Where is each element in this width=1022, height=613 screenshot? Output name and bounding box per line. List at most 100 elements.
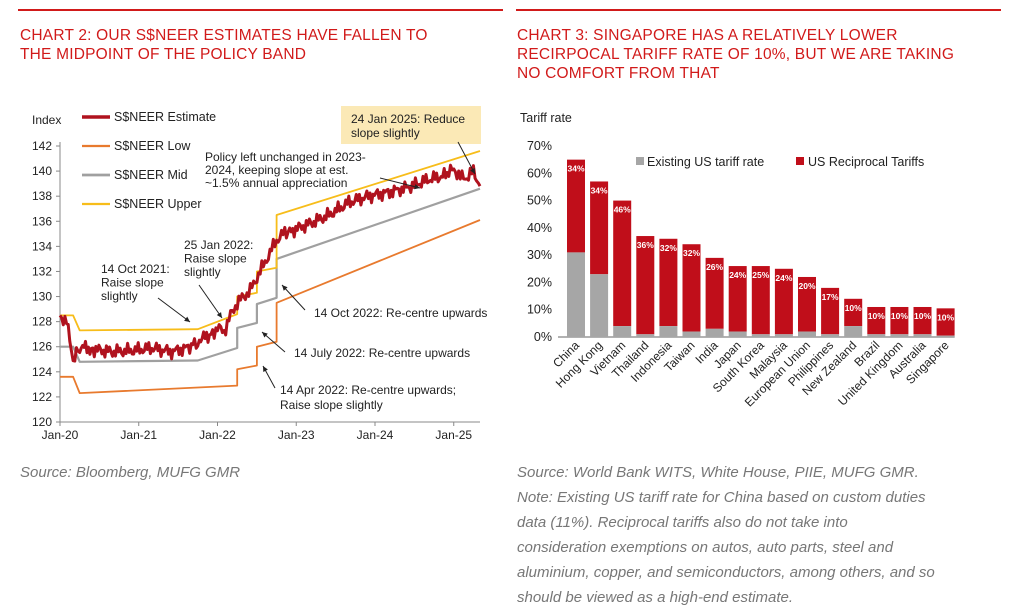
bar-existing — [821, 334, 840, 337]
x-tick-label: Jan-24 — [357, 428, 394, 442]
legend-label: S$NEER Upper — [114, 197, 202, 211]
bar-reciprocal — [682, 244, 701, 332]
bar-data-label: 46% — [614, 205, 631, 215]
bar-existing — [613, 326, 632, 337]
y-tick-label: 140 — [32, 164, 52, 178]
right-source-note: Source: World Bank WITS, White House, PI… — [517, 464, 935, 606]
series-line-s-neer-low — [60, 219, 481, 395]
bar-existing — [867, 334, 886, 337]
annotation-arrow — [198, 284, 223, 319]
right-chart-title: CHART 3: SINGAPORE HAS A RELATIVELY LOWE… — [517, 27, 955, 82]
y-tick-label: 60% — [527, 166, 552, 180]
left-chart-title: CHART 2: OUR S$NEER ESTIMATES HAVE FALLE… — [20, 27, 428, 63]
bar-reciprocal — [751, 266, 770, 335]
annotation-text: Raise slope — [184, 252, 247, 266]
series-line-s-neer-upper — [60, 150, 481, 332]
bar-existing — [705, 328, 724, 337]
bar-data-label: 34% — [591, 185, 608, 195]
bar-existing — [682, 331, 701, 337]
y-tick-label: 134 — [32, 239, 52, 253]
y-tick-label: 70% — [527, 139, 552, 153]
right-title-rule — [516, 9, 1001, 11]
x-tick-label: Jan-22 — [199, 428, 236, 442]
x-tick-label: Jan-20 — [42, 428, 79, 442]
bar-reciprocal — [590, 181, 609, 275]
bar-data-label: 25% — [752, 270, 769, 280]
annotation-text: Raise slope slightly — [280, 398, 383, 412]
bar-reciprocal — [636, 236, 655, 335]
bar-reciprocal — [821, 287, 840, 335]
annotation-callout-box — [341, 106, 481, 144]
legend-label: S$NEER Low — [114, 139, 191, 153]
annotation-arrow — [281, 284, 306, 311]
bar-existing — [728, 331, 747, 337]
bar-reciprocal — [659, 238, 678, 327]
bar-existing — [798, 331, 816, 337]
annotation-arrowhead — [470, 168, 475, 174]
y-tick-label: 132 — [32, 264, 52, 278]
bar-data-label: 17% — [822, 292, 839, 302]
annotation-text: 25 Jan 2022: — [184, 238, 253, 252]
bar-reciprocal — [774, 268, 793, 335]
bar-reciprocal — [798, 276, 816, 332]
bar-existing — [659, 326, 678, 337]
annotation-text: 14 Oct 2021: — [101, 262, 170, 276]
bar-data-label: 10% — [845, 303, 862, 313]
bar-data-label: 34% — [567, 164, 584, 174]
annotation-arrow — [457, 141, 476, 175]
annotation-text: Policy left unchanged in 2023- — [205, 150, 366, 164]
y-tick-label: 130 — [32, 290, 52, 304]
annotation-text: ~1.5% annual appreciation — [205, 176, 347, 190]
y-tick-label: 40% — [527, 221, 552, 235]
annotation-arrowhead — [184, 316, 190, 322]
series-line-s-neer-estimate — [58, 163, 482, 363]
bar-data-label: 32% — [683, 248, 700, 258]
bar-reciprocal — [613, 200, 632, 327]
legend-label: US Reciprocal Tariffs — [808, 155, 924, 169]
annotation-text: 2024, keeping slope at est. — [205, 163, 348, 177]
annotation-text: 14 Oct 2022: Re-centre upwards — [314, 306, 487, 320]
bar-data-label: 20% — [798, 281, 815, 291]
bar-data-label: 24% — [729, 270, 746, 280]
bar-existing — [590, 274, 609, 337]
y-tick-label: 126 — [32, 340, 52, 354]
bar-existing — [936, 335, 955, 337]
bar-reciprocal — [936, 308, 955, 336]
y-tick-label: 20% — [527, 275, 552, 289]
bar-data-label: 10% — [868, 311, 885, 321]
x-tick-label: Jan-21 — [120, 428, 157, 442]
legend-swatch — [796, 157, 804, 165]
bar-reciprocal — [844, 298, 863, 327]
annotation-arrow — [379, 177, 421, 189]
bar-data-label: 10% — [891, 311, 908, 321]
bar-existing — [774, 334, 793, 337]
y-tick-label: 128 — [32, 315, 52, 329]
y-tick-label: 136 — [32, 214, 52, 228]
legend-label: S$NEER Estimate — [114, 110, 216, 124]
bar-existing — [567, 252, 585, 337]
y-tick-label: 120 — [32, 415, 52, 429]
left-title-rule — [18, 9, 503, 11]
bar-existing — [636, 334, 655, 337]
annotation-arrowhead — [263, 366, 268, 372]
annotation-text: 14 July 2022: Re-centre upwards — [294, 346, 470, 360]
annotation-text: slope slightly — [351, 126, 420, 140]
y-tick-label: 10% — [527, 303, 552, 317]
y-tick-label: 142 — [32, 139, 52, 153]
bar-data-label: 10% — [937, 312, 954, 322]
x-tick-label: Jan-23 — [278, 428, 315, 442]
bar-reciprocal — [913, 306, 932, 335]
bar-data-label: 36% — [637, 240, 654, 250]
annotation-text: 24 Jan 2025: Reduce — [351, 112, 465, 126]
legend-label: S$NEER Mid — [114, 168, 188, 182]
bar-data-label: 10% — [914, 311, 931, 321]
series-line-s-neer-mid — [60, 187, 481, 363]
annotation-arrowhead — [216, 312, 222, 318]
bar-reciprocal — [867, 306, 886, 335]
bar-data-label: 32% — [660, 243, 677, 253]
bar-reciprocal — [705, 257, 724, 329]
bar-reciprocal — [567, 159, 585, 253]
bar-existing — [751, 334, 770, 337]
y-axis-label: Tariff rate — [520, 111, 572, 125]
